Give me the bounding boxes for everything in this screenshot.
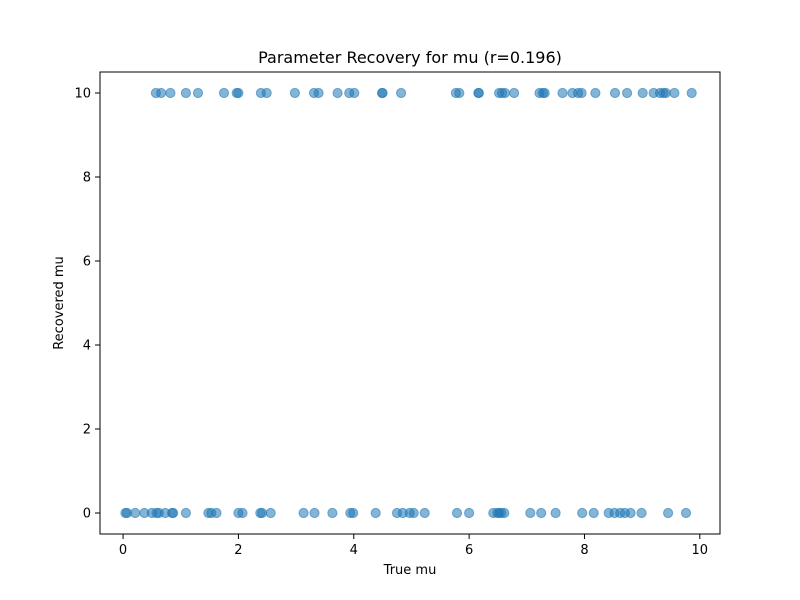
data-point — [557, 87, 568, 99]
data-point — [660, 87, 671, 99]
x-tick-label: 10 — [692, 543, 709, 558]
data-point — [499, 507, 510, 519]
y-tick-label: 6 — [83, 255, 91, 270]
data-point — [313, 87, 324, 99]
data-point — [192, 87, 204, 99]
x-tick-label: 2 — [234, 543, 242, 558]
data-point — [637, 87, 648, 99]
plot-frame — [99, 71, 721, 535]
y-axis-label: Recovered mu — [52, 256, 67, 350]
data-point — [370, 507, 381, 519]
x-axis-label: True mu — [383, 563, 437, 578]
data-point — [625, 507, 636, 519]
x-tick-label: 6 — [465, 543, 473, 558]
data-point — [609, 87, 621, 99]
data-point — [577, 507, 588, 519]
x-tick-label: 4 — [350, 543, 358, 558]
y-tick-label: 8 — [83, 171, 91, 186]
data-point — [298, 507, 309, 519]
data-point — [332, 87, 343, 99]
data-point — [525, 507, 536, 519]
y-tick-label: 2 — [83, 423, 91, 438]
data-point — [588, 507, 599, 519]
data-point — [180, 507, 191, 519]
y-axis-ticks: 0 2 4 6 8 10 — [74, 87, 100, 522]
data-point — [233, 87, 244, 99]
data-point — [156, 87, 167, 99]
data-point — [499, 87, 510, 99]
data-point — [289, 87, 300, 99]
data-point — [454, 87, 465, 99]
data-point — [327, 507, 338, 519]
data-point — [130, 507, 141, 519]
data-point — [473, 87, 484, 99]
chart-title: Parameter Recovery for mu (r=0.196) — [258, 48, 562, 67]
data-point — [419, 507, 430, 519]
data-point — [622, 87, 633, 99]
data-point — [218, 87, 230, 99]
x-axis-ticks: 0 2 4 6 8 10 — [119, 534, 708, 558]
data-point — [377, 87, 388, 99]
data-point — [536, 507, 547, 519]
data-point — [451, 507, 463, 519]
data-point — [180, 87, 191, 99]
data-point — [669, 87, 680, 99]
data-point — [680, 507, 692, 519]
y-tick-label: 4 — [83, 339, 91, 354]
data-point — [550, 507, 561, 519]
data-point — [309, 507, 320, 519]
data-point — [349, 87, 360, 99]
data-point — [261, 87, 272, 99]
data-point — [396, 87, 407, 99]
y-tick-label: 10 — [74, 87, 91, 102]
data-point — [257, 507, 268, 519]
y-tick-label: 0 — [83, 507, 91, 522]
x-tick-label: 8 — [580, 543, 588, 558]
data-point — [237, 507, 248, 519]
data-point — [168, 507, 179, 519]
data-point — [590, 87, 601, 99]
data-point — [686, 87, 697, 99]
data-points — [120, 87, 697, 519]
data-point — [408, 507, 419, 519]
data-point — [539, 87, 550, 99]
data-point — [663, 507, 674, 519]
data-point — [165, 87, 176, 99]
data-point — [464, 507, 475, 519]
data-point — [348, 507, 359, 519]
data-point — [636, 507, 647, 519]
data-point — [508, 87, 520, 99]
data-point — [576, 87, 587, 99]
data-point — [265, 507, 276, 519]
x-tick-label: 0 — [119, 543, 127, 558]
data-point — [211, 507, 222, 519]
